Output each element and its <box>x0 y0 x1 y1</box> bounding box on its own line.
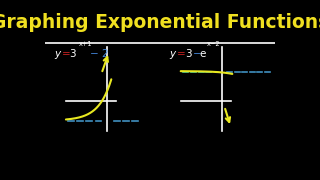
Text: −: − <box>193 49 202 59</box>
Text: =: = <box>177 49 186 59</box>
Text: =: = <box>62 49 71 59</box>
Text: y: y <box>169 49 175 59</box>
Text: y: y <box>54 49 60 59</box>
Text: 3: 3 <box>69 49 76 59</box>
Text: e: e <box>199 49 206 59</box>
Text: 3: 3 <box>185 49 191 59</box>
Text: x+1: x+1 <box>79 40 92 46</box>
Text: Graphing Exponential Functions: Graphing Exponential Functions <box>0 13 320 32</box>
Text: − 2: − 2 <box>90 49 108 59</box>
Text: x−2: x−2 <box>207 40 221 46</box>
